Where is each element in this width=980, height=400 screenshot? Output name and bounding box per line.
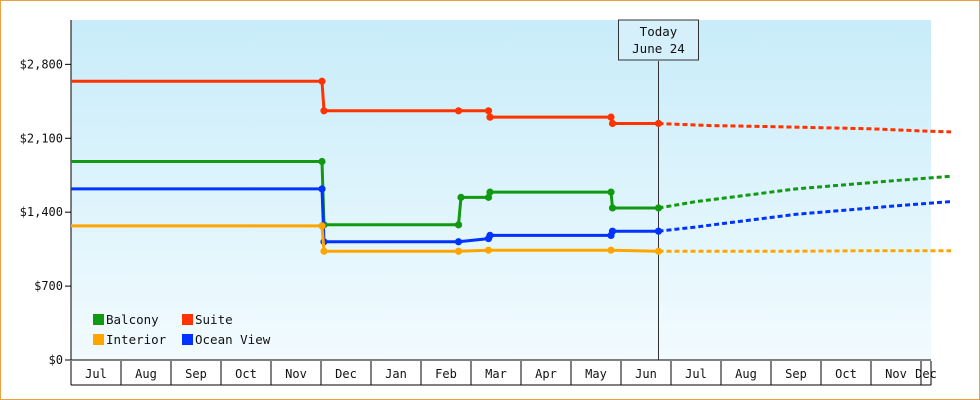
data-point-ocean-view (486, 231, 494, 240)
x-tick-label: Jul (85, 367, 107, 381)
y-tick-label: $0 (49, 353, 63, 367)
data-point-suite (484, 107, 493, 115)
x-tick-label: Sep (185, 367, 207, 381)
data-point-interior (607, 246, 615, 254)
x-tick-label: Mar (485, 367, 507, 381)
data-point-suite (454, 107, 463, 115)
x-tick-label: Jul (685, 367, 707, 381)
y-tick-label: $700 (34, 279, 63, 293)
data-point-suite (486, 113, 494, 121)
y-tick-label: $1,400 (20, 205, 63, 219)
x-tick-label: Nov (885, 367, 907, 381)
data-point-interior (484, 246, 493, 254)
y-tick-label: $2,800 (20, 57, 63, 71)
data-point-balcony (457, 193, 465, 201)
legend-swatch-suite (182, 314, 193, 325)
data-point-ocean-view (654, 227, 663, 235)
data-point-suite (320, 107, 328, 115)
x-tick-label: Dec (915, 367, 937, 381)
data-point-balcony (608, 204, 617, 212)
series-forecast-balcony (658, 174, 952, 210)
data-point-balcony (654, 204, 663, 212)
x-tick-label: Apr (535, 367, 557, 381)
x-tick-label: Sep (785, 367, 807, 381)
legend-swatch-balcony (93, 314, 104, 325)
data-point-interior (318, 222, 326, 230)
legend-label-suite: Suite (195, 312, 233, 327)
data-point-suite (654, 119, 663, 128)
data-point-interior (320, 247, 328, 255)
x-tick-label: Feb (435, 367, 457, 381)
legend-label-interior: Interior (106, 332, 167, 347)
data-point-suite (608, 119, 617, 128)
x-tick-label: Oct (235, 367, 257, 381)
series-forecast-interior (658, 249, 951, 253)
x-tick-label: Nov (285, 367, 307, 381)
series-forecast-ocean-view (658, 200, 952, 233)
legend-label-ocean-view: Ocean View (195, 332, 271, 347)
x-tick-label: Aug (735, 367, 757, 381)
today-callout-date: June 24 (632, 41, 685, 56)
legend-swatch-interior (93, 334, 104, 345)
series-forecast-suite (658, 122, 952, 134)
data-point-balcony (454, 221, 463, 229)
data-point-ocean-view (318, 185, 326, 193)
data-point-balcony (486, 188, 494, 196)
x-tick-label: May (585, 367, 607, 381)
y-tick-label: $2,100 (20, 131, 63, 145)
data-point-interior (454, 247, 463, 255)
data-point-suite (318, 77, 326, 85)
data-point-balcony (318, 157, 326, 166)
x-tick-label: Dec (335, 367, 357, 381)
x-tick-label: Jan (385, 367, 407, 381)
today-callout-label: Today (640, 24, 678, 39)
data-point-ocean-view (608, 227, 617, 235)
data-point-suite (607, 113, 615, 121)
legend-label-balcony: Balcony (106, 312, 159, 327)
legend-swatch-ocean-view (182, 334, 193, 345)
x-tick-label: Jun (635, 367, 657, 381)
data-point-ocean-view (454, 238, 463, 246)
x-tick-label: Aug (135, 367, 157, 381)
x-tick-label: Oct (835, 367, 857, 381)
today-callout-box (618, 19, 699, 61)
data-point-balcony (607, 188, 615, 196)
data-point-interior (654, 247, 663, 255)
